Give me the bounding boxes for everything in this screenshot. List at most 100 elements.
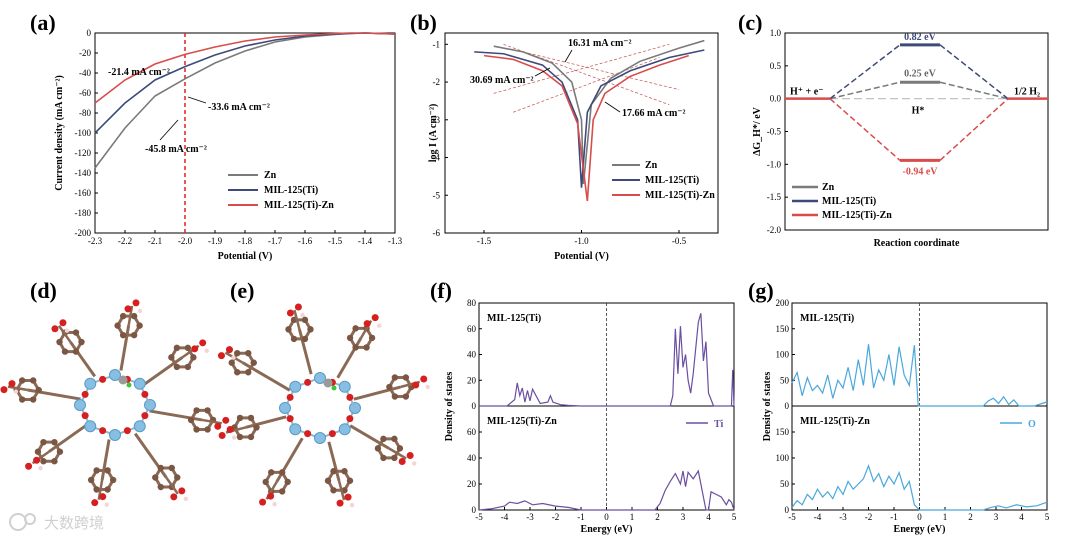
molecule-atom-carbon (368, 334, 376, 342)
molecule-atom-carbon (307, 326, 314, 333)
molecule-atom-oxygen (141, 412, 149, 420)
molecule-atom-carbon (352, 344, 359, 351)
chart-g-upper-ytick-label: 100 (776, 350, 790, 360)
chart-g-lower-series-line (791, 464, 1048, 511)
molecule-atom-carbon (114, 322, 121, 329)
molecule-atom-carbon (157, 483, 164, 491)
molecule-bond (165, 476, 179, 495)
molecule-atom-carbon (204, 426, 211, 433)
chart-b-series-line (493, 39, 705, 185)
molecule-bond (336, 337, 363, 379)
chart-c-value-label: -0.94 eV (903, 166, 939, 177)
chart-b-annotation: 17.66 mA cm⁻² (622, 108, 686, 119)
chart-g-lower-ytick-label: 50 (780, 479, 790, 489)
chart-b-ytick-label: -1 (433, 39, 441, 49)
panel-label-g: (g) (748, 278, 774, 303)
molecule-atom-carbon (119, 312, 127, 320)
chart-b-xtick-label: -1.5 (477, 236, 492, 246)
chart-b-xtick-label: -1.0 (574, 236, 589, 246)
molecule-atom-oxygen (25, 462, 33, 470)
molecule-atom-titanium (74, 399, 86, 411)
chart-c-ytick-label: -0.5 (767, 127, 782, 137)
chart-a-xtick-label: -1.4 (358, 236, 373, 246)
chart-c-path-line (939, 44, 1009, 100)
molecule-atom-carbon (130, 331, 138, 339)
molecule-atom-carbon (184, 363, 192, 371)
molecule-atom-titanium (338, 380, 351, 393)
chart-a-ytick-label: -140 (75, 168, 92, 178)
chart-b-ytick-label: -5 (433, 190, 441, 200)
molecule-atom-oxygen (225, 346, 233, 354)
chart-c-legend-label: MIL-125(Ti) (822, 196, 876, 207)
chart-b-xtick-label: -0.5 (672, 236, 687, 246)
chart-f-xtick-label: -2 (552, 512, 560, 522)
molecule-atom-oxygen (286, 309, 294, 317)
chart-b-series-line (483, 54, 689, 202)
molecule-atom-carbon (341, 468, 348, 475)
chart-c-ytick-label: -1.5 (767, 192, 782, 202)
molecule-atom-carbon (168, 464, 175, 472)
molecule-atom-oxygen (304, 378, 312, 386)
molecule-atom-carbon (245, 349, 252, 357)
chart-a-ytick-label: -200 (75, 228, 92, 238)
chart-f-lower-ytick-label: 60 (467, 427, 477, 437)
molecule-atom-oxygen (8, 380, 16, 388)
chart-f-upper-ytick-label: 40 (467, 350, 477, 360)
chart-b-annotation-arrow (604, 101, 621, 113)
molecule-atom-hydrogen (300, 312, 305, 318)
chart-f-xtick-label: 1 (630, 512, 635, 522)
molecule-bond (349, 424, 390, 450)
chart-f-xtick-label: 0 (604, 512, 609, 522)
chart-a-xtick-label: -1.6 (298, 236, 313, 246)
molecule-atom-carbon (396, 445, 404, 452)
molecule-atom-carbon (247, 433, 255, 441)
molecule-atom-carbon (247, 414, 255, 422)
chart-g-o-pdos: -5 -4 -3 -2 -1 0 1 2 3 4 5 200 150 100 50 0 150 100 50 0 Ene… (762, 298, 1050, 535)
chart-a-xtick-label: -1.3 (388, 236, 403, 246)
molecule-atom-oxygen (286, 393, 294, 401)
chart-a-lsv: -2.3 -2.2 -2.1 -2.0 -1.9 -1.8 -1.7 -1.6 -1.5 -1.4… (54, 28, 403, 262)
molecule-atom-carbon (187, 416, 195, 424)
molecule-atom-hydrogen (231, 355, 236, 360)
molecule-atom-oxygen (132, 299, 140, 307)
chart-g-legend-label: O (1028, 419, 1036, 430)
panel-label-e: (e) (230, 278, 254, 303)
chart-c-path-line (939, 98, 1009, 161)
chart-g-upper-ytick-label: 200 (776, 298, 790, 308)
molecule-atom-carbon (72, 329, 80, 336)
chart-f-ylabel: Density of states (444, 372, 455, 442)
chart-a-legend-label: MIL-125(Ti)-Zn (264, 200, 334, 211)
molecule-atom-carbon (56, 448, 64, 455)
molecule-atom-carbon (190, 354, 197, 361)
chart-c-path-line (829, 81, 901, 100)
molecule-atom-carbon (104, 467, 111, 474)
chart-a-ytick-label: 0 (87, 28, 92, 38)
chart-a-ytick-label: -100 (75, 128, 92, 138)
molecule-atom-carbon (402, 374, 410, 381)
molecule-atom-oxygen (304, 430, 312, 438)
molecule-atom-oxygen (99, 375, 107, 383)
chart-g-lower-ytick-label: 0 (785, 505, 790, 515)
molecule-atom-carbon (285, 326, 292, 333)
chart-a-annotation-arrow (159, 119, 179, 141)
molecular-structure-d (0, 299, 232, 507)
molecule-atom-carbon (330, 487, 337, 494)
molecule-atom-carbon (173, 363, 181, 371)
molecule-atom-carbon (109, 476, 117, 484)
molecule-atom-carbon (193, 407, 200, 414)
chart-a-series-line (94, 32, 396, 104)
molecule-atom-carbon (168, 354, 175, 361)
chart-a-xtick-label: -1.7 (268, 236, 283, 246)
molecule-atom-carbon (402, 393, 410, 400)
molecule-atom-carbon (279, 469, 286, 476)
molecule-atom-carbon (72, 348, 80, 355)
chart-g-xtick-label: 4 (1019, 512, 1024, 522)
molecule-atom-carbon (374, 445, 382, 452)
chart-c-state-label: 1/2 H₂ (1014, 87, 1040, 98)
molecule-atom-carbon (29, 396, 37, 403)
chart-b-legend-label: MIL-125(Ti) (645, 175, 699, 186)
chart-c-state-label: H⁺ + e⁻ (790, 87, 823, 98)
chart-b-xlabel: Potential (V) (554, 251, 609, 262)
molecule-atom-oxygen (123, 427, 131, 435)
molecule-atom-carbon (346, 334, 354, 342)
